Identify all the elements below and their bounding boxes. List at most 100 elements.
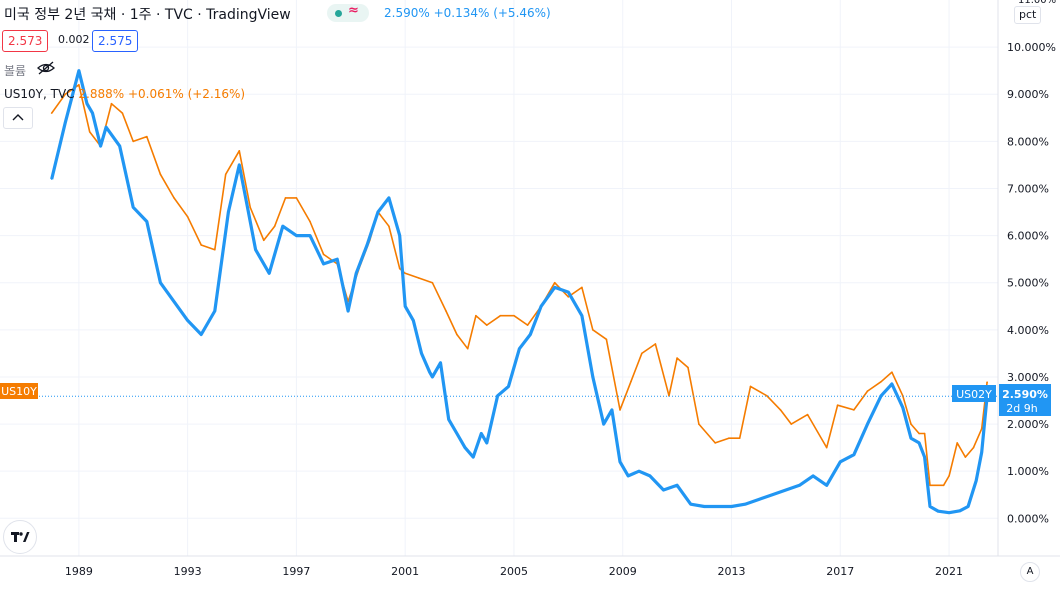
time-tick-label: 2013 [718,565,746,578]
bid-price-box[interactable]: 2.573 [2,30,49,52]
compare-legend[interactable]: US10Y, TVC 2.888% +0.061% (+2.16%) [4,87,245,101]
data-point-us02y [866,423,869,425]
data-point-us10y [825,446,828,449]
data-point-us02y [246,206,249,209]
data-point-us10y [923,432,926,435]
data-point-us10y [417,277,420,279]
tradingview-logo[interactable] [3,520,37,554]
us02y-price-value: 2.590% [1002,388,1048,401]
series-line-us10y [51,84,988,487]
data-point-us10y [322,253,325,256]
tradingview-logo-icon [11,532,30,542]
data-point-us02y [420,352,423,355]
data-point-us02y [64,121,67,124]
data-point-us02y [227,211,230,213]
data-point-us02y [910,437,912,440]
data-point-us02y [602,423,605,425]
data-point-us10y [526,324,529,326]
data-point-us02y [611,409,613,411]
data-point-us10y [972,446,975,449]
data-point-us02y [891,383,893,385]
time-tick-label: 1989 [65,565,93,578]
data-point-us02y [581,314,583,317]
data-point-us10y [173,197,175,199]
data-point-us02y [398,234,401,237]
data-point-us02y [812,475,814,477]
data-point-us02y [366,244,368,246]
data-point-us10y [485,324,488,326]
price-scale: 10.000% 9.000% 8.000% 7.000% 6.000% 5.000% 4.0… [1007,0,1056,525]
data-point-us10y [475,314,477,317]
data-point-us02y [567,291,570,293]
data-point-us10y [779,409,782,411]
data-point-us10y [766,394,768,397]
data-point-us02y [238,164,241,166]
data-point-us10y [956,442,959,444]
us02y-countdown: 2d 9h [1006,402,1037,415]
data-point-us10y [592,329,594,331]
data-point-us02y [592,376,594,378]
eye-off-icon[interactable] [37,61,55,75]
data-point-us10y [605,338,608,341]
data-point-us02y [717,505,719,508]
data-point-us10y [445,310,447,312]
price-tick-label: 10.000% [1007,41,1056,54]
data-point-us10y [891,371,893,374]
collapse-legend-button[interactable] [3,107,33,129]
data-point-us10y [806,413,809,416]
data-point-us10y [88,131,91,133]
time-tick-label: 2017 [826,565,854,578]
data-point-us02y [173,300,175,303]
data-point-us10y [749,385,752,388]
data-point-us02y [404,305,406,308]
data-point-us02y [472,456,474,458]
grid-layer [0,0,998,556]
spread-value: 0.002 [58,33,90,46]
ask-price-box[interactable]: 2.575 [92,30,139,52]
data-point-us02y [839,460,842,463]
data-point-us10y [567,296,570,298]
time-tick-label: 1997 [282,565,310,578]
market-open-dot-icon [335,10,342,17]
data-point-us10y [986,381,988,383]
auto-scale-button[interactable]: A [1020,562,1040,582]
data-point-us02y [627,475,629,477]
unit-button[interactable]: pct [1014,6,1042,24]
data-point-us10y [836,404,839,407]
data-point-us02y [480,432,483,435]
data-point-us02y [464,446,466,449]
data-point-us10y [619,409,621,411]
data-point-us02y [730,505,733,508]
data-point-us10y [513,314,515,317]
data-point-us10y [404,272,406,275]
data-point-us02y [518,347,521,350]
data-point-us10y [698,423,700,425]
compare-quote: 2.888% +0.061% (+2.16%) [78,87,246,101]
data-point-us10y [295,197,298,199]
data-point-us02y [959,509,961,512]
data-point-us10y [238,149,241,152]
price-tick-label-partial: 11.00% [1018,0,1056,6]
data-point-us02y [975,479,978,482]
time-tick-label: 2009 [609,565,637,578]
market-status-pill[interactable]: ≈ [327,3,369,22]
price-tick-label: 5.000% [1007,277,1049,290]
chart-title[interactable]: 미국 정부 2년 국채 · 1주 · TVC · TradingView [4,4,291,24]
data-point-us02y [662,489,665,491]
data-point-us02y [428,371,431,374]
data-point-us10y [553,281,556,284]
us02y-series-badge-text: US02Y [956,388,992,401]
data-point-us02y [99,145,102,147]
data-point-us10y [714,442,716,444]
data-point-us02y [268,272,271,275]
data-point-us02y [929,505,931,508]
data-point-us10y [224,173,227,176]
data-point-us10y [466,347,469,350]
data-point-us02y [923,456,926,458]
data-point-us02y [918,442,920,444]
data-point-us02y [771,493,774,496]
time-tick-label: 1993 [174,565,202,578]
data-point-us10y [964,456,967,458]
data-point-us10y [948,475,950,477]
